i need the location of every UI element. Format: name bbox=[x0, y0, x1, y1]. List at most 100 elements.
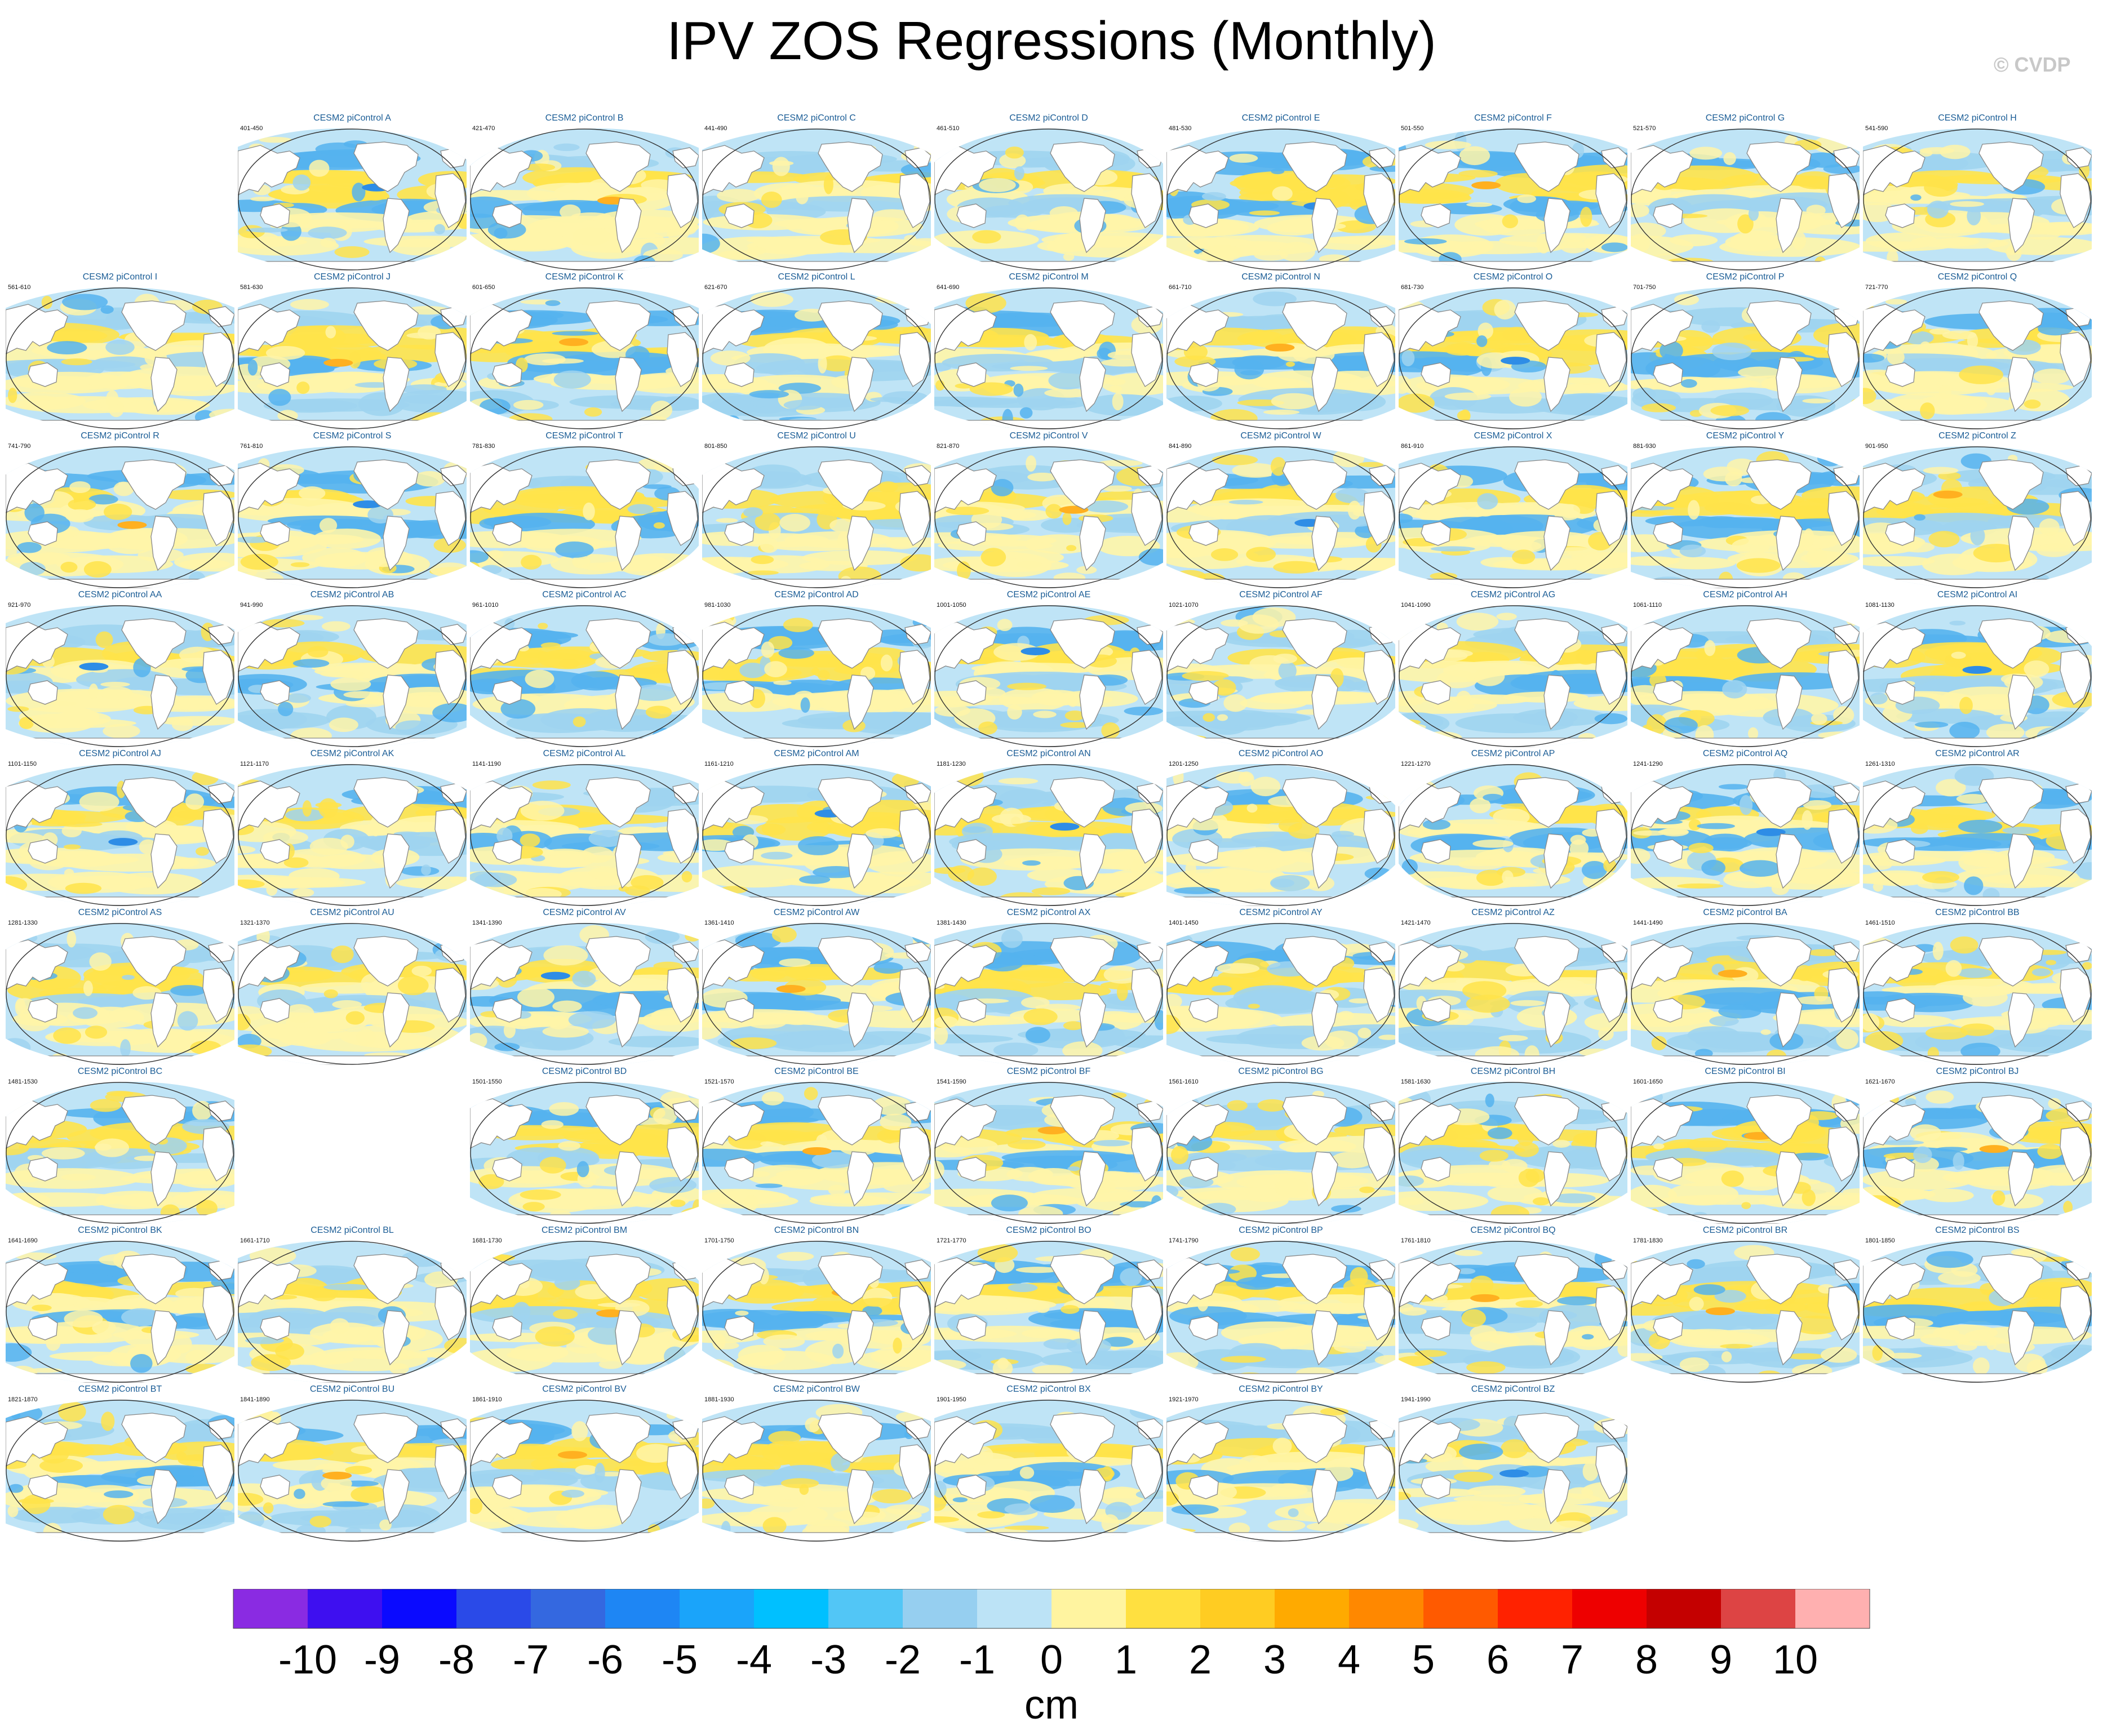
panel-title: CESM2 piControl AG bbox=[1470, 590, 1556, 600]
panel-title: CESM2 piControl AS bbox=[78, 908, 162, 917]
colorbar-swatch bbox=[1498, 1589, 1573, 1628]
panel-years: 401-450 bbox=[240, 125, 263, 132]
panel-years: 441-490 bbox=[704, 125, 727, 132]
regression-map bbox=[470, 287, 699, 429]
regression-map bbox=[702, 764, 931, 906]
panel-years: 1721-1770 bbox=[937, 1237, 966, 1244]
panel-title: CESM2 piControl BV bbox=[542, 1384, 627, 1394]
colorbar-tick-label: -6 bbox=[587, 1637, 623, 1682]
colorbar-swatch bbox=[1647, 1589, 1722, 1628]
panel-title: CESM2 piControl AJ bbox=[79, 749, 161, 758]
panel-years: 501-550 bbox=[1401, 125, 1424, 132]
regression-map bbox=[934, 128, 1163, 270]
map-panel: CESM2 piControl BF 1541-1590 bbox=[933, 1066, 1164, 1225]
panel-years: 701-750 bbox=[1633, 284, 1656, 291]
panel-years: 741-790 bbox=[8, 443, 31, 450]
regression-map bbox=[238, 128, 467, 270]
map-panel: CESM2 piControl AH 1061-1110 bbox=[1630, 589, 1861, 748]
regression-map bbox=[6, 446, 234, 588]
colorbar-tick-label: -7 bbox=[513, 1637, 549, 1682]
map-panel: CESM2 piControl R 741-790 bbox=[5, 430, 236, 589]
panel-years: 961-1010 bbox=[472, 602, 499, 609]
colorbar-tick-label: -1 bbox=[959, 1637, 995, 1682]
panel-years: 1681-1730 bbox=[472, 1237, 502, 1244]
regression-map bbox=[1863, 287, 2092, 429]
map-panel: CESM2 piControl A 401-450 bbox=[237, 113, 468, 272]
panel-title: CESM2 piControl O bbox=[1473, 272, 1553, 282]
map-panel: CESM2 piControl AE 1001-1050 bbox=[933, 589, 1164, 748]
colorbar-swatch bbox=[382, 1589, 457, 1628]
panel-years: 1781-1830 bbox=[1633, 1237, 1663, 1244]
map-panel: CESM2 piControl AX 1381-1430 bbox=[933, 907, 1164, 1066]
colorbar-tick-label: 2 bbox=[1189, 1637, 1212, 1682]
panel-title: CESM2 piControl AA bbox=[78, 590, 162, 600]
map-panel: CESM2 piControl AY 1401-1450 bbox=[1165, 907, 1396, 1066]
panel-title: CESM2 piControl BH bbox=[1470, 1067, 1556, 1076]
panel-years: 1701-1750 bbox=[704, 1237, 734, 1244]
panel-years: 801-850 bbox=[704, 443, 727, 450]
map-panel: CESM2 piControl BP 1741-1790 bbox=[1165, 1225, 1396, 1384]
panel-years: 941-990 bbox=[240, 602, 263, 609]
panel-years: 541-590 bbox=[1865, 125, 1888, 132]
panel-years: 1241-1290 bbox=[1633, 761, 1663, 767]
regression-map bbox=[702, 1241, 931, 1383]
regression-map bbox=[238, 605, 467, 747]
panel-title: CESM2 piControl AP bbox=[1471, 749, 1555, 758]
regression-map bbox=[702, 605, 931, 747]
regression-map bbox=[1863, 1082, 2092, 1224]
colorbar-swatch bbox=[531, 1589, 606, 1628]
panel-title: CESM2 piControl J bbox=[313, 272, 391, 282]
map-panel: CESM2 piControl BO 1721-1770 bbox=[933, 1225, 1164, 1384]
regression-map bbox=[702, 1400, 931, 1542]
panel-years: 1581-1630 bbox=[1401, 1078, 1431, 1085]
regression-map bbox=[1631, 1241, 1860, 1383]
panel-title: CESM2 piControl AN bbox=[1006, 749, 1091, 758]
panel-title: CESM2 piControl AO bbox=[1238, 749, 1324, 758]
colorbar-tick-label: 4 bbox=[1338, 1637, 1360, 1682]
panel-title: CESM2 piControl BG bbox=[1238, 1067, 1324, 1076]
colorbar-swatch bbox=[605, 1589, 680, 1628]
colorbar-tick-label: -8 bbox=[438, 1637, 474, 1682]
map-panel: CESM2 piControl O 681-730 bbox=[1397, 272, 1629, 430]
panel-title: CESM2 piControl AB bbox=[310, 590, 394, 600]
panel-title: CESM2 piControl AY bbox=[1239, 908, 1323, 917]
panel-years: 601-650 bbox=[472, 284, 495, 291]
regression-map bbox=[1399, 446, 1627, 588]
panel-years: 921-970 bbox=[8, 602, 31, 609]
map-panel: CESM2 piControl H 541-590 bbox=[1862, 113, 2093, 272]
panel-title: CESM2 piControl BJ bbox=[1936, 1067, 2019, 1076]
panel-title: CESM2 piControl E bbox=[1241, 113, 1320, 123]
regression-map bbox=[470, 605, 699, 747]
regression-map bbox=[1166, 1241, 1395, 1383]
panel-years: 1801-1850 bbox=[1865, 1237, 1895, 1244]
colorbar-swatch bbox=[1349, 1589, 1424, 1628]
panel-title: CESM2 piControl AV bbox=[543, 908, 626, 917]
panel-years: 1061-1110 bbox=[1633, 602, 1662, 609]
panel-title: CESM2 piControl W bbox=[1240, 431, 1321, 441]
map-panel: CESM2 piControl AW 1361-1410 bbox=[701, 907, 932, 1066]
panel-title: CESM2 piControl BX bbox=[1006, 1384, 1091, 1394]
panel-years: 1601-1650 bbox=[1633, 1078, 1663, 1085]
map-panel: CESM2 piControl AL 1141-1190 bbox=[469, 748, 700, 907]
panel-title: CESM2 piControl BT bbox=[78, 1384, 162, 1394]
colorbar-tick-label: -9 bbox=[364, 1637, 400, 1682]
map-panel: CESM2 piControl J 581-630 bbox=[237, 272, 468, 430]
panel-years: 881-930 bbox=[1633, 443, 1656, 450]
panel-title: CESM2 piControl D bbox=[1009, 113, 1088, 123]
panel-years: 1081-1130 bbox=[1865, 602, 1895, 609]
panel-years: 561-610 bbox=[8, 284, 31, 291]
colorbar-tick-label: 0 bbox=[1040, 1637, 1063, 1682]
panel-years: 621-670 bbox=[704, 284, 727, 291]
panel-title: CESM2 piControl Y bbox=[1706, 431, 1785, 441]
panel-title: CESM2 piControl BO bbox=[1006, 1226, 1092, 1235]
panel-title: CESM2 piControl BP bbox=[1239, 1226, 1323, 1235]
panel-years: 861-910 bbox=[1401, 443, 1424, 450]
panel-title: CESM2 piControl BS bbox=[1935, 1226, 2020, 1235]
map-panel: CESM2 piControl AI 1081-1130 bbox=[1862, 589, 2093, 748]
regression-map bbox=[238, 1241, 467, 1383]
map-panel: CESM2 piControl AR 1261-1310 bbox=[1862, 748, 2093, 907]
panel-years: 1641-1690 bbox=[8, 1237, 38, 1244]
panel-title: CESM2 piControl G bbox=[1705, 113, 1785, 123]
map-panel: CESM2 piControl BS 1801-1850 bbox=[1862, 1225, 2093, 1384]
